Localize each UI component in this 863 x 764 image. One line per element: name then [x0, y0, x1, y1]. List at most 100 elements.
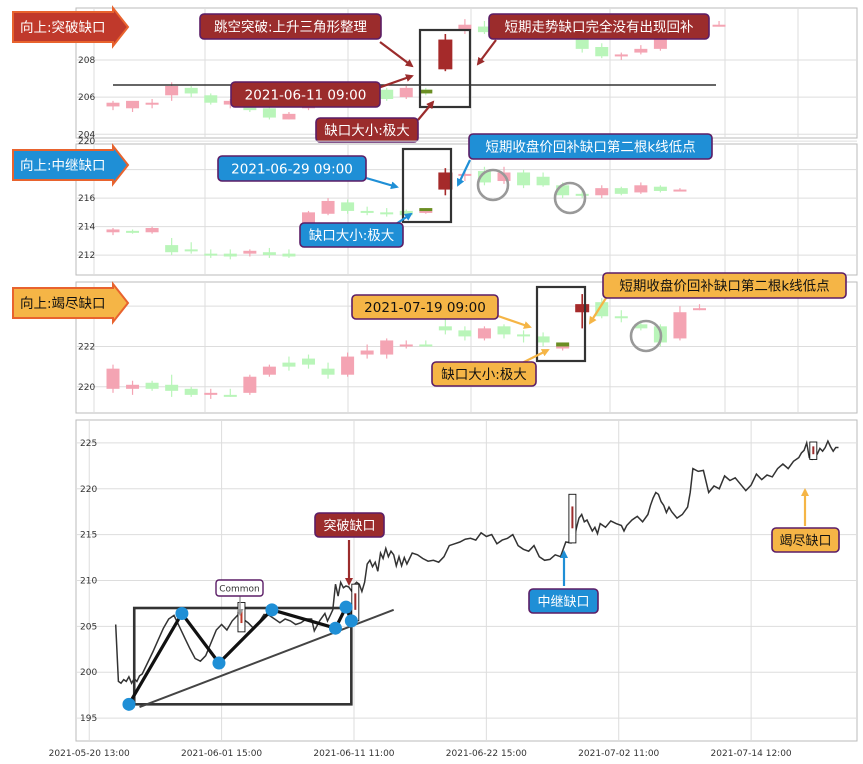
- panel-tag-label: 向上:中继缺口: [20, 158, 106, 174]
- x-tick-label: 2021-07-14 12:00: [711, 749, 792, 759]
- panel-breakaway: 204 206 208 跳空突破:上升三角形整理 短期走势缺口完全没有出现回补 20…: [12, 5, 858, 143]
- candle-body: [673, 312, 687, 339]
- y-tick-label: 208: [78, 56, 95, 66]
- candle-body: [556, 185, 570, 196]
- panel-overview-x-ticks: 2021-05-20 13:00 2021-06-01 15:00 2021-06-…: [49, 749, 792, 759]
- panel-tag-label: 向上:突破缺口: [20, 20, 106, 36]
- annotation-label: 2021-06-11 09:00: [245, 88, 367, 104]
- panel-tag-label: 向上:竭尽缺口: [20, 296, 106, 312]
- candle-body: [243, 250, 257, 254]
- retest-circle: [476, 168, 510, 202]
- candle-body: [614, 316, 628, 319]
- candle-body: [595, 47, 609, 57]
- candle-body: [399, 344, 413, 347]
- annotation-label: 突破缺口: [323, 518, 375, 534]
- candle-body: [536, 176, 550, 186]
- annotation-box: 缺口大小:极大: [315, 117, 419, 143]
- pivot-point: [175, 607, 189, 621]
- candle-body: [243, 376, 257, 393]
- annotation-label: 缺口大小:极大: [309, 228, 395, 244]
- annotation-label: 2021-07-19 09:00: [364, 300, 486, 316]
- pivot-point: [265, 603, 279, 617]
- gap-candle-body: [575, 304, 590, 313]
- annotation-label: 缺口大小:极大: [324, 123, 410, 139]
- candle-body: [145, 228, 159, 233]
- panel-breakaway-y-ticks: 204 206 208: [78, 56, 95, 140]
- candle-body: [282, 253, 296, 257]
- gap-candle-body: [438, 172, 453, 190]
- y-tick-label: 216: [78, 194, 95, 204]
- annotation-box: 短期走势缺口完全没有出现回补: [488, 13, 710, 40]
- annotation-arrow: [476, 39, 497, 66]
- annotation-label: 中继缺口: [537, 595, 589, 610]
- panel-exhaustion-candles: [106, 294, 706, 399]
- candle-body: [282, 362, 296, 367]
- annotation-label: Common: [219, 585, 260, 595]
- candle-body: [165, 384, 179, 391]
- candle-body: [614, 188, 628, 194]
- candle-body: [223, 394, 237, 397]
- pivot-point: [212, 656, 226, 670]
- x-tick-label: 2021-07-02 11:00: [578, 749, 659, 759]
- annotation-label: 2021-06-29 09:00: [231, 162, 353, 178]
- candle-body: [341, 356, 355, 375]
- annotation-arrow: [456, 159, 471, 187]
- panel-tag-runaway: 向上:中继缺口: [12, 143, 130, 187]
- annotation-box: Common: [215, 579, 264, 597]
- y-tick-label: 206: [78, 93, 95, 103]
- candle-body: [458, 173, 472, 176]
- annotation-box: 2021-06-29 09:00: [217, 155, 367, 182]
- y-tick-label: 212: [78, 251, 95, 261]
- candle-body: [595, 188, 609, 196]
- gap-candle-body: [438, 39, 453, 70]
- annotation-box: 2021-06-11 09:00: [230, 81, 381, 108]
- candle-body: [126, 384, 140, 389]
- candle-body: [223, 253, 237, 257]
- annotation-label: 跳空突破:上升三角形整理: [214, 20, 368, 36]
- x-tick-label: 2021-06-01 15:00: [181, 749, 262, 759]
- y-tick-label: 200: [80, 668, 97, 678]
- candle-body: [204, 392, 218, 395]
- candle-body: [106, 102, 120, 107]
- candle-body: [145, 102, 159, 105]
- annotation-arrow: [497, 314, 532, 329]
- annotation-box: 中继缺口: [528, 588, 599, 614]
- annotation-arrow: [417, 100, 435, 121]
- annotation-label: 竭尽缺口: [779, 534, 831, 549]
- candle-body: [438, 326, 452, 331]
- candle-body: [477, 328, 491, 339]
- candle-body: [634, 324, 648, 329]
- candle-body: [419, 344, 433, 347]
- y-tick-label: 204: [78, 130, 95, 140]
- candle-body: [165, 245, 179, 253]
- x-tick-label: 2021-05-20 13:00: [49, 749, 130, 759]
- gap-highlight-box: [418, 28, 472, 109]
- candle-body: [106, 229, 120, 233]
- panel-tag-exhaustion: 向上:竭尽缺口: [12, 281, 130, 325]
- y-tick-label: 220: [78, 137, 95, 147]
- annotation-box: 竭尽缺口: [771, 527, 840, 553]
- gap-marker-candle: [419, 208, 433, 212]
- panel-overview-grid: [76, 420, 857, 741]
- annotation-box: 短期收盘价回补缺口第二根k线低点: [602, 272, 847, 299]
- annotation-box: 短期收盘价回补缺口第二根k线低点: [468, 133, 713, 160]
- annotation-box: 突破缺口: [314, 512, 385, 538]
- retest-circle: [629, 319, 663, 353]
- annotation-label: 短期收盘价回补缺口第二根k线低点: [485, 139, 695, 156]
- y-tick-label: 220: [78, 383, 95, 393]
- y-tick-label: 222: [78, 342, 95, 352]
- gap-highlight-box: [401, 147, 453, 224]
- candle-body: [575, 193, 589, 196]
- annotation-arrow: [377, 74, 414, 90]
- candle-body: [614, 54, 628, 57]
- candle-body: [380, 89, 394, 99]
- candle-body: [477, 26, 491, 33]
- candle-body: [321, 200, 335, 214]
- panel-runaway: 212214216218220 2021-06-29 09:00 缺口大小:极大…: [12, 133, 858, 276]
- y-tick-label: 220: [80, 485, 97, 495]
- gap-highlight-box: [535, 285, 587, 363]
- candle-body: [653, 186, 667, 191]
- y-tick-label: 210: [80, 577, 97, 587]
- candle-body: [282, 113, 296, 120]
- x-tick-label: 2021-06-22 15:00: [446, 749, 527, 759]
